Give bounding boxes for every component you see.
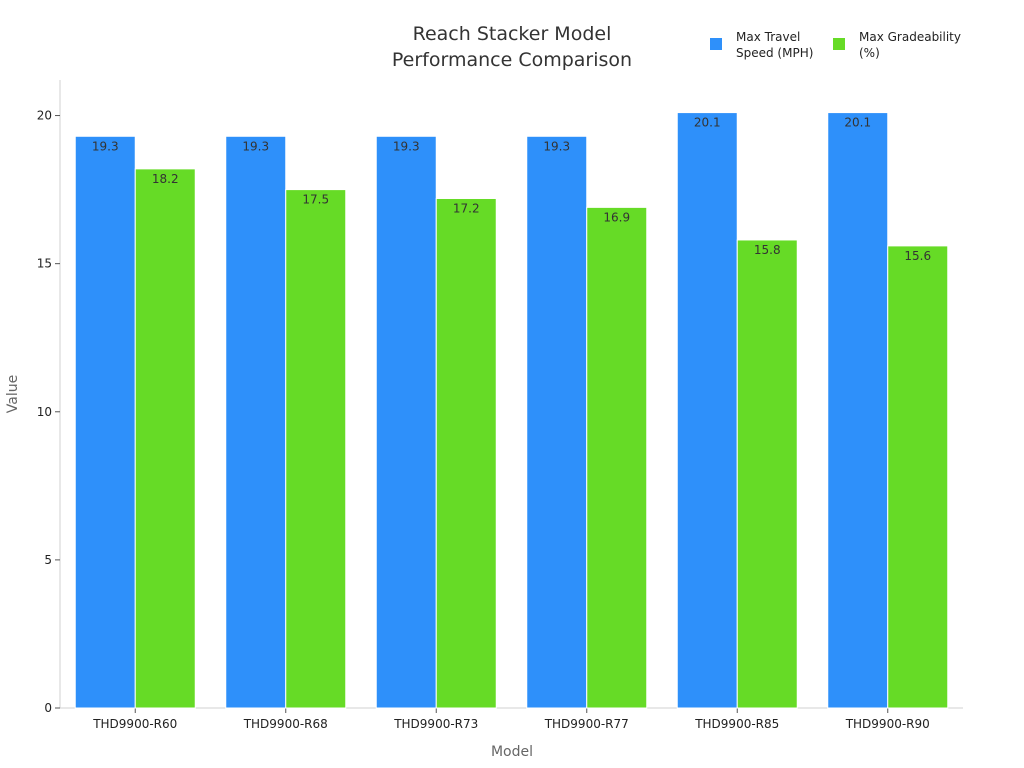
- legend-label-line: Speed (MPH): [736, 46, 813, 60]
- bar-max-gradeability: [435, 197, 497, 709]
- x-tick-label: THD9900-R77: [544, 717, 629, 731]
- bar-max-gradeability: [134, 168, 196, 709]
- bar-max-travel-speed: [225, 135, 287, 709]
- data-label: 19.3: [242, 139, 269, 153]
- bar-max-gradeability: [285, 189, 347, 709]
- legend-swatch-max-gradeability: [833, 38, 845, 50]
- data-label: 19.3: [393, 139, 420, 153]
- x-tick-label: THD9900-R90: [845, 717, 930, 731]
- data-label: 20.1: [844, 116, 871, 130]
- x-axis-title: Model: [491, 744, 533, 760]
- chart-title-line-1: Reach Stacker Model: [413, 23, 612, 45]
- y-tick-label: 15: [37, 257, 52, 271]
- data-label: 19.3: [543, 139, 570, 153]
- y-tick-label: 10: [37, 405, 52, 419]
- bar-max-gradeability: [736, 239, 798, 709]
- bar-max-travel-speed: [375, 135, 437, 709]
- bar-max-gradeability: [586, 206, 648, 709]
- data-label: 19.3: [92, 139, 119, 153]
- y-tick-label: 20: [37, 109, 52, 123]
- bar-max-travel-speed: [526, 135, 588, 709]
- data-label: 16.9: [603, 210, 630, 224]
- bar-max-travel-speed: [676, 112, 738, 709]
- y-tick-label: 5: [44, 553, 52, 567]
- x-tick-label: THD9900-R68: [243, 717, 328, 731]
- data-label: 18.2: [152, 172, 179, 186]
- bar-max-gradeability: [887, 245, 949, 709]
- legend: Max Travel Speed (MPH) Max Gradeability …: [710, 30, 961, 60]
- legend-label-line: (%): [859, 46, 880, 60]
- plot-area: 0 5 10 15 20 THD9900-R60 19.3 18.2 THD9900-R68 19…: [37, 80, 963, 731]
- legend-swatch-max-travel-speed: [710, 38, 722, 50]
- y-axis-title: Value: [5, 375, 21, 413]
- x-tick-label: THD9900-R73: [393, 717, 478, 731]
- bar-max-travel-speed: [827, 112, 889, 709]
- x-tick-label: THD9900-R85: [694, 717, 779, 731]
- x-tick-label: THD9900-R60: [92, 717, 177, 731]
- data-label: 17.5: [302, 193, 329, 207]
- data-label: 15.6: [904, 249, 931, 263]
- data-label: 15.8: [754, 243, 781, 257]
- data-label: 17.2: [453, 201, 480, 215]
- legend-label-line: Max Gradeability: [859, 30, 961, 44]
- chart-title-line-2: Performance Comparison: [392, 49, 632, 71]
- y-tick-label: 0: [44, 701, 52, 715]
- data-label: 20.1: [694, 116, 721, 130]
- legend-label-line: Max Travel: [736, 30, 800, 44]
- bar-max-travel-speed: [74, 135, 136, 709]
